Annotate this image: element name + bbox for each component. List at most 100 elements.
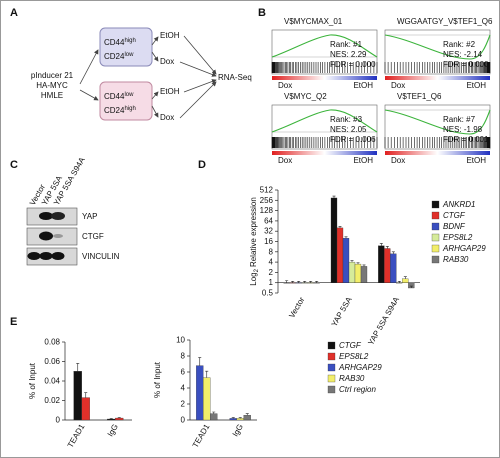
source-label: HMLE bbox=[41, 91, 63, 100]
bar bbox=[229, 418, 237, 421]
error-bar bbox=[356, 262, 360, 265]
bar bbox=[196, 365, 204, 421]
legend-swatch bbox=[327, 352, 336, 361]
gsea-stat: FDR = 0.006 bbox=[330, 135, 376, 144]
y-tick-label: 1 bbox=[269, 278, 274, 287]
output-label: RNA-Seq bbox=[218, 73, 252, 82]
legend-label: EPS8L2 bbox=[443, 233, 473, 242]
legend-swatch bbox=[431, 255, 440, 264]
bar bbox=[115, 417, 124, 421]
gsea-gradient bbox=[385, 76, 490, 80]
bar bbox=[107, 418, 116, 421]
bar bbox=[378, 245, 385, 283]
band bbox=[39, 212, 53, 220]
gsea-curve bbox=[271, 34, 378, 58]
panel-label: B bbox=[258, 7, 266, 19]
band-label: CTGF bbox=[82, 232, 104, 241]
error-bar bbox=[205, 370, 209, 378]
bar bbox=[360, 266, 368, 283]
legend-label: ANKRD1 bbox=[442, 200, 475, 209]
y-tick-label: 4 bbox=[181, 384, 186, 393]
gsea-side-label: Dox bbox=[391, 156, 405, 165]
gsea-curve bbox=[384, 109, 491, 135]
legend-label: RAB30 bbox=[443, 255, 469, 264]
legend-swatch bbox=[431, 211, 440, 220]
error-bar bbox=[303, 280, 307, 283]
legend-label: CTGF bbox=[443, 211, 466, 220]
gsea-frame bbox=[384, 104, 491, 150]
error-bar bbox=[315, 280, 319, 283]
y-tick-label: 0 bbox=[56, 416, 61, 425]
legend-label: BDNF bbox=[443, 222, 466, 231]
bar bbox=[236, 418, 244, 421]
bar bbox=[301, 282, 308, 284]
y-tick-label: 2 bbox=[269, 268, 274, 277]
group-box bbox=[99, 81, 153, 121]
bar bbox=[243, 415, 251, 421]
gsea-stat: Rank: #1 bbox=[330, 40, 363, 49]
gsea-frame bbox=[271, 104, 378, 150]
gsea-stat: Rank: #7 bbox=[443, 115, 476, 124]
y-tick-label: 8 bbox=[181, 352, 186, 361]
error-bar bbox=[84, 392, 88, 398]
y-axis-label-part: Relative expression bbox=[249, 197, 258, 267]
y-tick-label: 32 bbox=[264, 227, 273, 236]
error-bar bbox=[332, 195, 336, 198]
gsea-side-label: Dox bbox=[278, 81, 292, 90]
gsea-side-label: EtOH bbox=[466, 81, 486, 90]
bar bbox=[289, 282, 296, 284]
legend-swatch bbox=[327, 374, 336, 383]
gsea-side-label: Dox bbox=[278, 156, 292, 165]
bar bbox=[81, 397, 90, 421]
y-tick-label: 2 bbox=[181, 400, 186, 409]
bar bbox=[408, 282, 415, 289]
error-bar bbox=[409, 285, 413, 288]
bar bbox=[283, 282, 290, 284]
gsea-title: V$MYCMAX_01 bbox=[284, 17, 343, 26]
legend-swatch bbox=[431, 233, 440, 242]
error-bar bbox=[285, 280, 289, 283]
y-axis-label: % of Input bbox=[28, 362, 37, 399]
error-bar bbox=[309, 280, 313, 283]
y-tick-label: 256 bbox=[260, 196, 274, 205]
error-bar bbox=[231, 417, 235, 419]
treatment-label: EtOH bbox=[160, 87, 180, 96]
y-tick-label: 0.08 bbox=[44, 338, 60, 347]
error-bar bbox=[385, 246, 389, 249]
gsea-barcode bbox=[384, 62, 491, 73]
gsea-side-label: EtOH bbox=[353, 156, 373, 165]
gsea-barcode bbox=[384, 137, 491, 148]
bar bbox=[402, 278, 409, 283]
arrows bbox=[79, 35, 217, 119]
band bbox=[53, 234, 63, 238]
gsea-stat: FDR = 0.000 bbox=[330, 60, 376, 69]
error-bar bbox=[362, 264, 366, 267]
panel-label: D bbox=[198, 159, 206, 171]
y-axis-label: % of Input bbox=[153, 361, 162, 398]
y-tick-label: 0.06 bbox=[44, 357, 60, 366]
y-tick-label: 64 bbox=[264, 216, 273, 225]
gsea-curve bbox=[384, 34, 491, 60]
source-label: pInducer 21 bbox=[31, 71, 74, 80]
legend-label: Ctrl region bbox=[339, 385, 376, 394]
gsea-side-label: EtOH bbox=[466, 156, 486, 165]
group-label: CD44high bbox=[104, 38, 136, 47]
error-bar bbox=[338, 226, 342, 228]
y-axis-label-sub: 2 bbox=[254, 268, 260, 272]
gsea-stat: NES: -1.98 bbox=[443, 125, 483, 134]
y-tick-label: 4 bbox=[269, 258, 274, 267]
bar bbox=[342, 238, 350, 283]
gsea-frame bbox=[384, 29, 491, 75]
gsea-frame bbox=[271, 29, 378, 75]
y-tick-label: 16 bbox=[264, 237, 273, 246]
bar bbox=[307, 282, 314, 284]
group-box bbox=[99, 27, 153, 67]
error-bar bbox=[403, 276, 407, 279]
band-label: VINCULIN bbox=[82, 252, 120, 261]
y-tick-label: 10 bbox=[176, 336, 185, 345]
legend-label: RAB30 bbox=[339, 374, 365, 383]
legend-swatch bbox=[327, 385, 336, 394]
legend-label: CTGF bbox=[339, 341, 362, 350]
gsea-barcode bbox=[271, 62, 378, 73]
y-axis-label: Log2Relative expression bbox=[249, 197, 260, 286]
